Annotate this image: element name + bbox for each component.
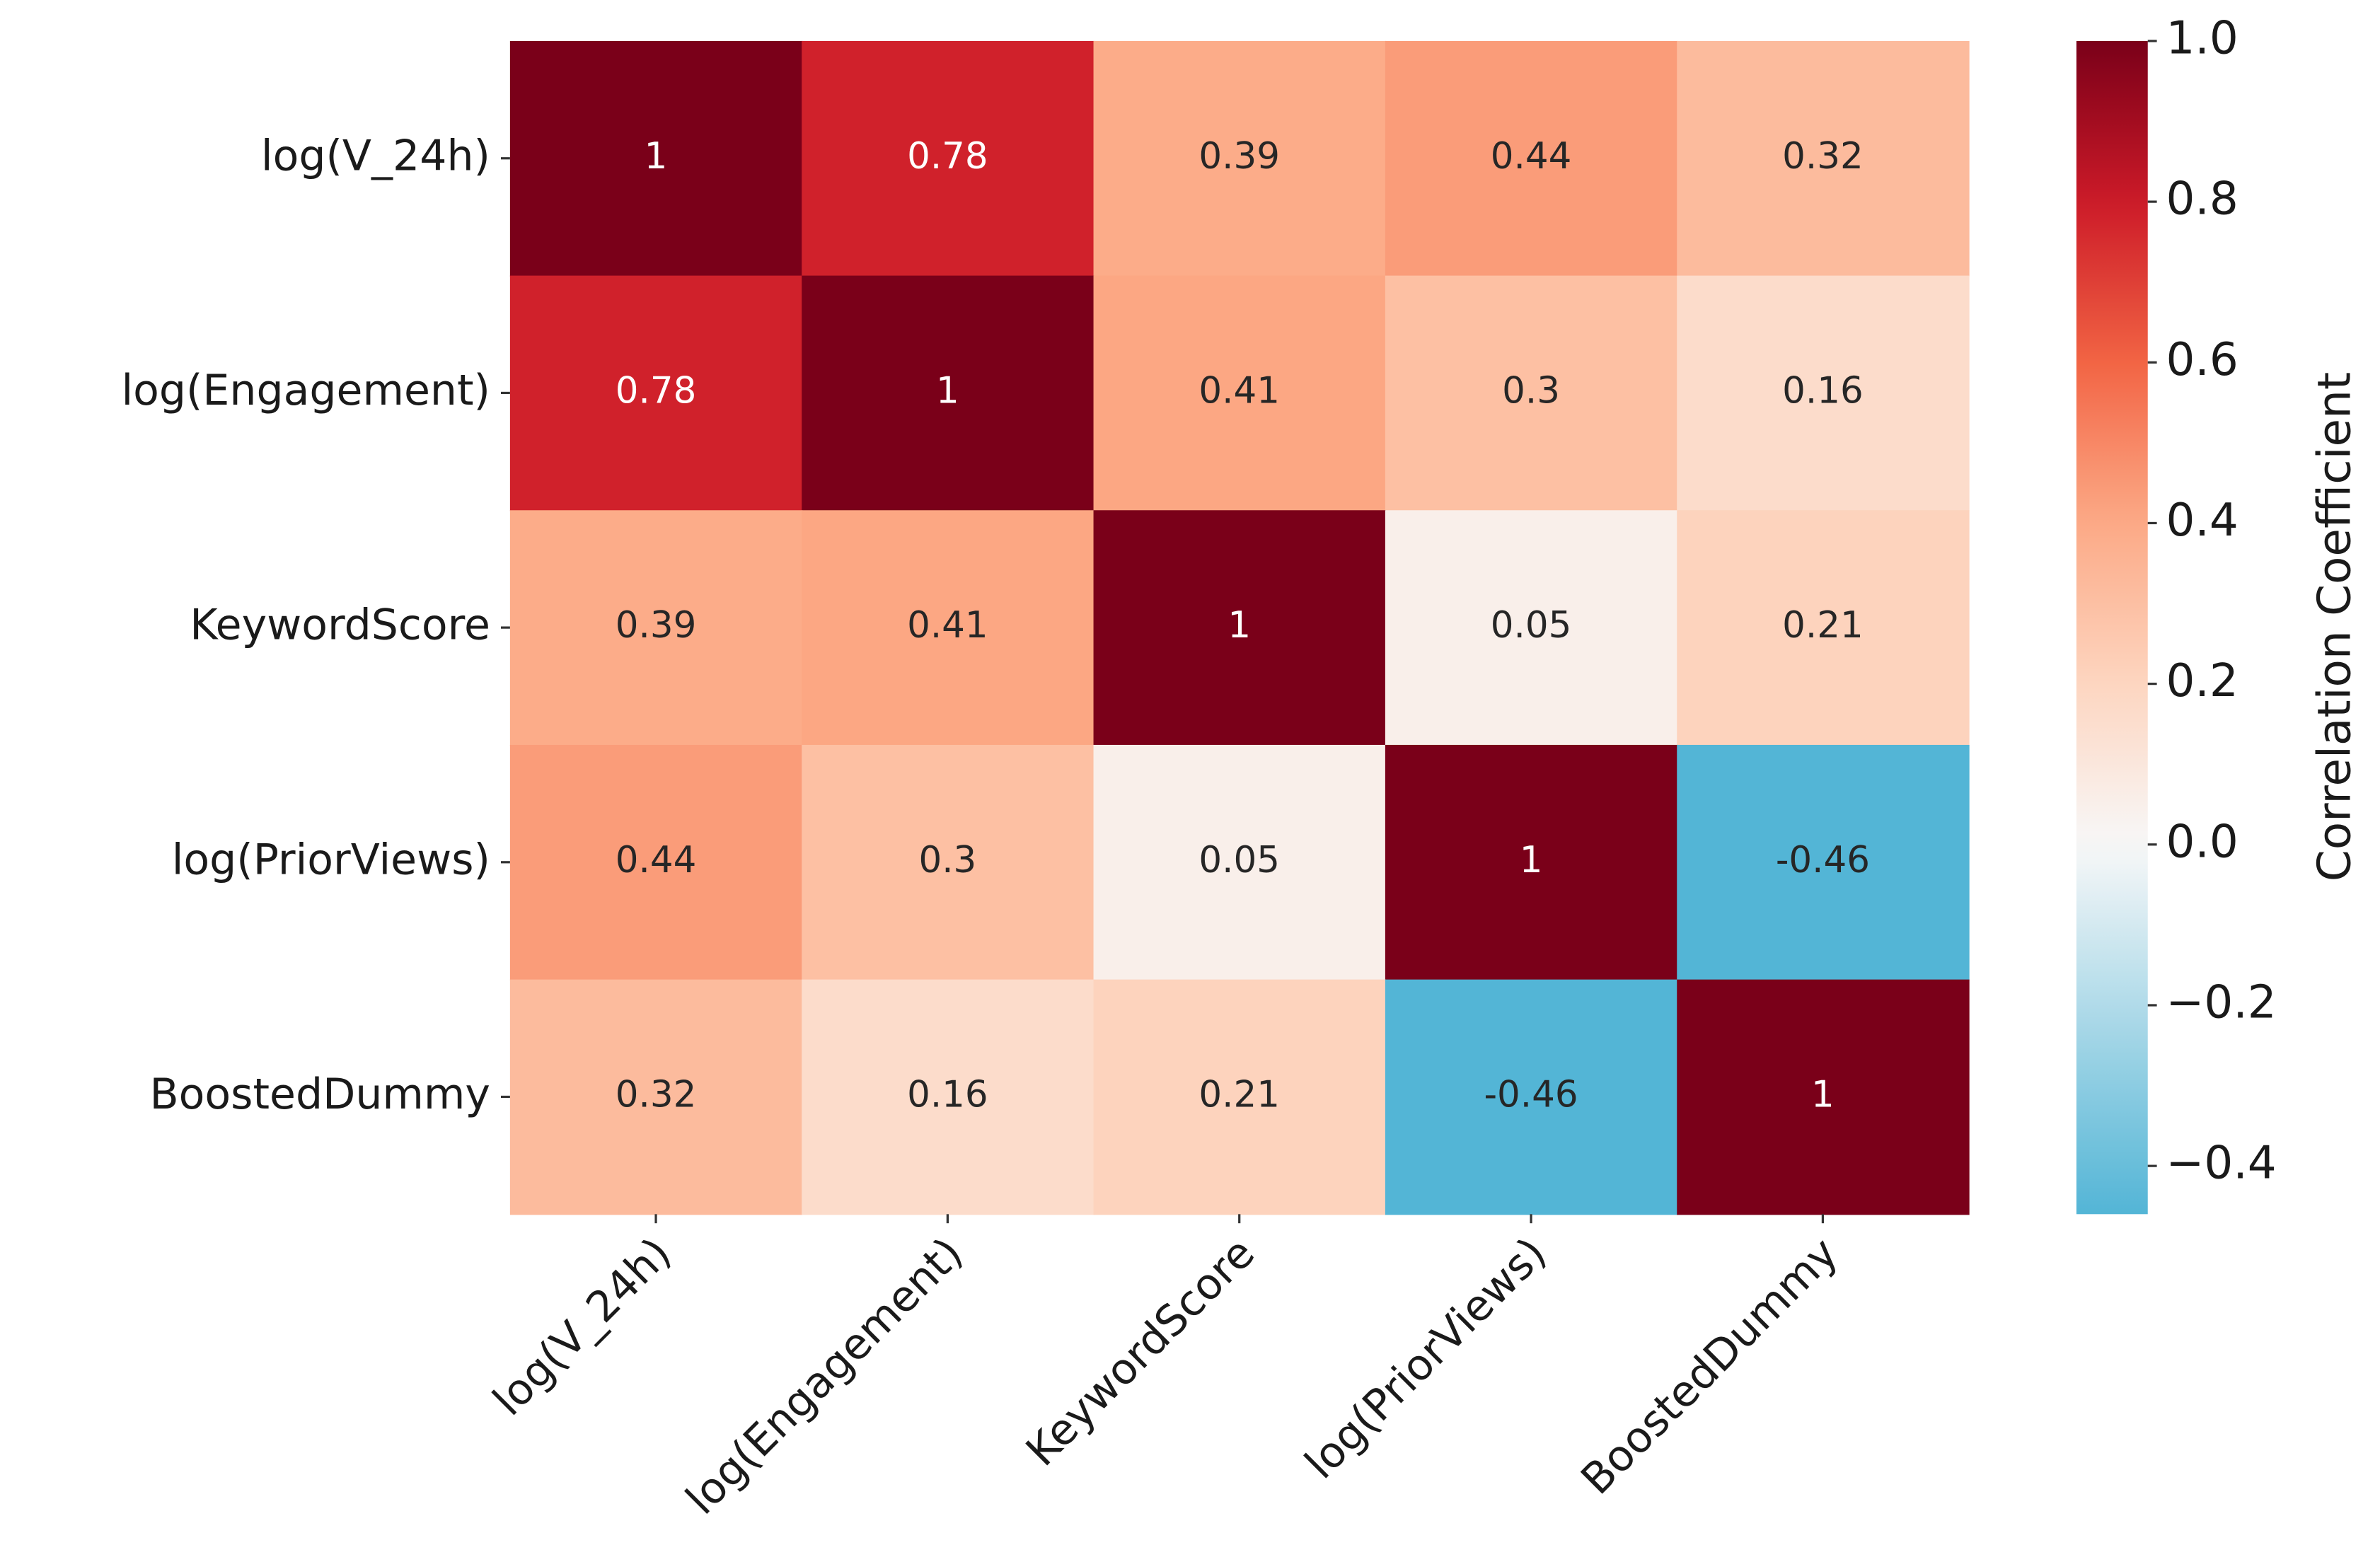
cell [509,979,803,1215]
cell [1093,275,1386,511]
cell [1385,979,1678,1215]
cell-label: 0.78 [616,369,697,412]
y-tick-label: log(PriorViews) [172,835,490,884]
cell [1677,275,1970,511]
cell-label: 0.39 [1198,135,1280,178]
cell [1093,40,1386,277]
x-tick-label: log(Engagement) [676,1228,972,1524]
cell-label: 1 [1227,604,1251,647]
x-tick-label: log(V_24h) [484,1228,681,1425]
cell-label: 0.32 [616,1073,697,1116]
cell [1385,275,1678,511]
cell-label: 0.41 [1198,369,1280,412]
cell [1677,510,1970,746]
cell [509,275,803,511]
cell [802,40,1094,277]
cell-label: 1 [936,369,959,412]
cell-label: 0.3 [918,839,976,881]
cell [1385,510,1678,746]
colorbar-tick-label: 0.0 [2166,815,2238,868]
colorbar-label: Correlation Coefficient [2308,372,2361,881]
cell-label: 0.21 [1198,1073,1280,1116]
cell [802,275,1094,511]
cell [1385,744,1678,980]
cell [1677,979,1970,1215]
cell-label: 1 [1520,839,1543,881]
cell [802,510,1094,746]
cell-label: 1 [645,135,668,178]
cell-label: 0.78 [907,135,988,178]
cell-label: 1 [1811,1073,1835,1116]
colorbar-tick-label: 1.0 [2166,12,2238,65]
cell [1677,40,1970,277]
y-tick-label: log(V_24h) [261,131,490,180]
colorbar-tick-label: 0.6 [2166,333,2238,386]
cell-label: 0.44 [616,839,697,881]
cell [509,510,803,746]
cell-label: 0.05 [1198,839,1280,881]
x-tick-label: BoostedDummy [1572,1228,1848,1504]
cell-label: 0.44 [1491,135,1572,178]
cell-label: -0.46 [1776,839,1870,881]
cell-label: 0.21 [1782,604,1864,647]
cell [1385,40,1678,277]
cell-label: 0.05 [1491,604,1572,647]
cell-label: 0.16 [1782,369,1864,412]
cell [1093,979,1386,1215]
cell-label: 0.3 [1502,369,1560,412]
cell [802,744,1094,980]
colorbar-tick-label: 0.8 [2166,173,2238,226]
y-tick-label: KeywordScore [190,601,490,650]
cell-label: 0.16 [907,1073,988,1116]
colorbar-tick-label: −0.2 [2166,976,2276,1029]
cell [509,744,803,980]
x-tick-label: KeywordScore [1017,1228,1264,1476]
cell-label: -0.46 [1484,1073,1578,1116]
cell [1677,744,1970,980]
colorbar-tick-label: 0.2 [2166,654,2238,707]
cell [1093,744,1386,980]
colorbar-tick-label: −0.4 [2166,1137,2276,1190]
cell-label: 0.41 [907,604,988,647]
cell-label: 0.32 [1782,135,1864,178]
x-tick-label: log(PriorViews) [1295,1228,1556,1488]
cell-label: 0.39 [616,604,697,647]
colorbar-tick-label: 0.4 [2166,494,2238,547]
cell [509,40,803,277]
y-tick-label: log(Engagement) [121,366,490,415]
colorbar [2076,40,2148,1215]
y-tick-label: BoostedDummy [149,1070,490,1119]
cell [802,979,1094,1215]
cell [1093,510,1386,746]
